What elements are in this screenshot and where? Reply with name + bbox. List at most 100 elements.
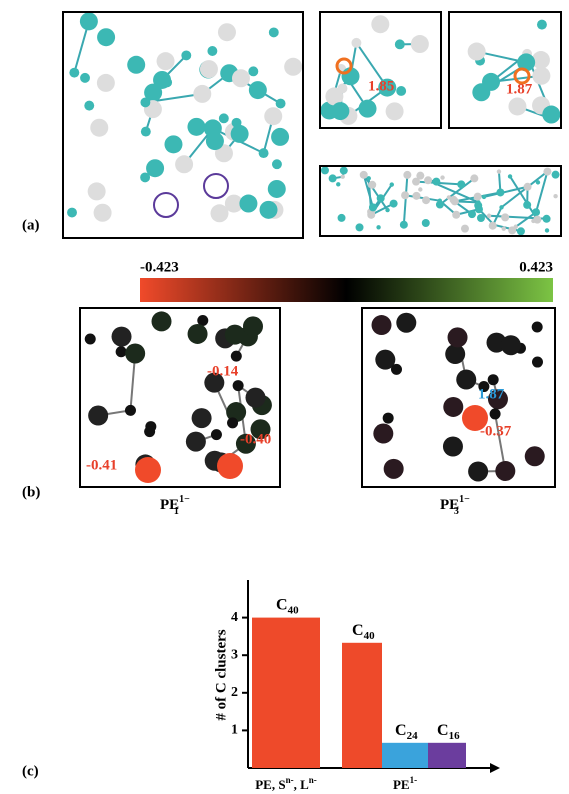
atom: [477, 214, 485, 222]
atom: [452, 211, 460, 219]
atom: [390, 200, 398, 208]
atom: [186, 432, 206, 452]
atom: [372, 315, 392, 335]
bar-label-base: C: [437, 721, 449, 738]
atom: [232, 118, 242, 128]
atom: [268, 180, 286, 198]
atom: [508, 97, 526, 115]
atom: [412, 178, 420, 186]
atom: [443, 397, 463, 417]
atom: [272, 159, 282, 169]
atom: [331, 102, 349, 120]
charge-label: -0.40: [240, 431, 271, 447]
atom: [497, 169, 501, 173]
atom: [321, 166, 329, 174]
atom: [193, 85, 211, 103]
atom: [391, 364, 402, 375]
atom: [356, 223, 364, 231]
bar-label: C16: [437, 721, 460, 741]
atom: [188, 324, 208, 344]
caption: PE1−1: [160, 494, 190, 517]
atom: [448, 327, 468, 347]
colorbar-min: -0.423: [140, 259, 179, 275]
atom: [200, 60, 218, 78]
atom: [192, 408, 212, 428]
atom: [386, 102, 404, 120]
atom: [532, 67, 550, 85]
atom: [338, 83, 348, 93]
atom: [488, 374, 499, 385]
atom: [501, 213, 509, 221]
bar-label: C40: [352, 621, 375, 641]
atom: [67, 208, 77, 218]
caption: PE1−3: [440, 494, 470, 517]
atom: [552, 171, 560, 179]
y-tick-label: 3: [231, 647, 238, 662]
atom: [232, 69, 250, 87]
atom: [495, 461, 515, 481]
group-label: PE1-: [393, 775, 417, 792]
y-tick-label: 1: [231, 723, 238, 738]
atom: [204, 119, 222, 137]
atom: [543, 215, 551, 223]
bar-label-sub: 16: [449, 729, 461, 741]
atom: [531, 219, 535, 223]
x-axis-arrow: [490, 763, 500, 773]
atom: [153, 71, 171, 89]
atom: [443, 436, 463, 456]
caption-sup: 1−: [179, 494, 190, 505]
charge-label: -0.37: [480, 423, 512, 439]
atom: [523, 201, 531, 209]
atom: [501, 335, 521, 355]
distance-label: 1.85: [368, 78, 394, 94]
atom: [141, 127, 151, 137]
group-label: PE, Sn-, Ln-: [255, 775, 317, 792]
bar-label: C40: [276, 596, 299, 616]
atom: [231, 125, 249, 143]
atom: [359, 100, 377, 118]
atom: [218, 23, 236, 41]
atom: [422, 196, 430, 204]
atom: [412, 192, 420, 200]
atom: [187, 118, 205, 136]
atom: [269, 27, 279, 37]
atom: [532, 357, 543, 368]
bar-label-base: C: [395, 721, 407, 738]
atom: [396, 86, 406, 96]
atom: [377, 194, 385, 202]
y-axis-label: # of C clusters: [213, 629, 229, 720]
group-label-part: PE, S: [255, 777, 285, 792]
atom: [144, 426, 155, 437]
atom: [371, 15, 389, 33]
atom: [259, 148, 269, 158]
atom: [468, 461, 488, 481]
atom: [116, 346, 127, 357]
highlight: [204, 174, 228, 198]
atom: [125, 405, 136, 416]
atom: [94, 204, 112, 222]
atom: [239, 195, 257, 213]
atom: [490, 408, 501, 419]
atom: [157, 52, 175, 70]
atom: [496, 188, 504, 196]
atom: [264, 107, 282, 125]
atom: [351, 38, 361, 48]
atom: [233, 380, 244, 391]
atom: [395, 39, 405, 49]
atom: [80, 73, 90, 83]
bar-label-sub: 40: [364, 629, 376, 641]
highlight-atom: [217, 453, 243, 479]
group-label-sup: n-: [309, 775, 317, 785]
atom: [112, 327, 132, 347]
caption-sup: 1−: [459, 494, 470, 505]
atom: [88, 182, 106, 200]
atom: [492, 223, 496, 227]
panel-label: (c): [22, 763, 39, 779]
atom: [517, 227, 525, 235]
atom: [440, 175, 444, 179]
atom: [403, 171, 411, 179]
bar: [252, 618, 320, 768]
atom: [164, 135, 182, 153]
atom: [207, 46, 217, 56]
atom: [482, 195, 486, 199]
